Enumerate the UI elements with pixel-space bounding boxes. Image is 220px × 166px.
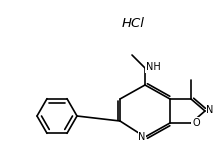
Text: NH: NH: [146, 62, 160, 72]
Text: N: N: [206, 105, 214, 115]
Text: N: N: [138, 132, 146, 142]
Text: O: O: [192, 118, 200, 128]
Text: HCl: HCl: [122, 16, 145, 30]
